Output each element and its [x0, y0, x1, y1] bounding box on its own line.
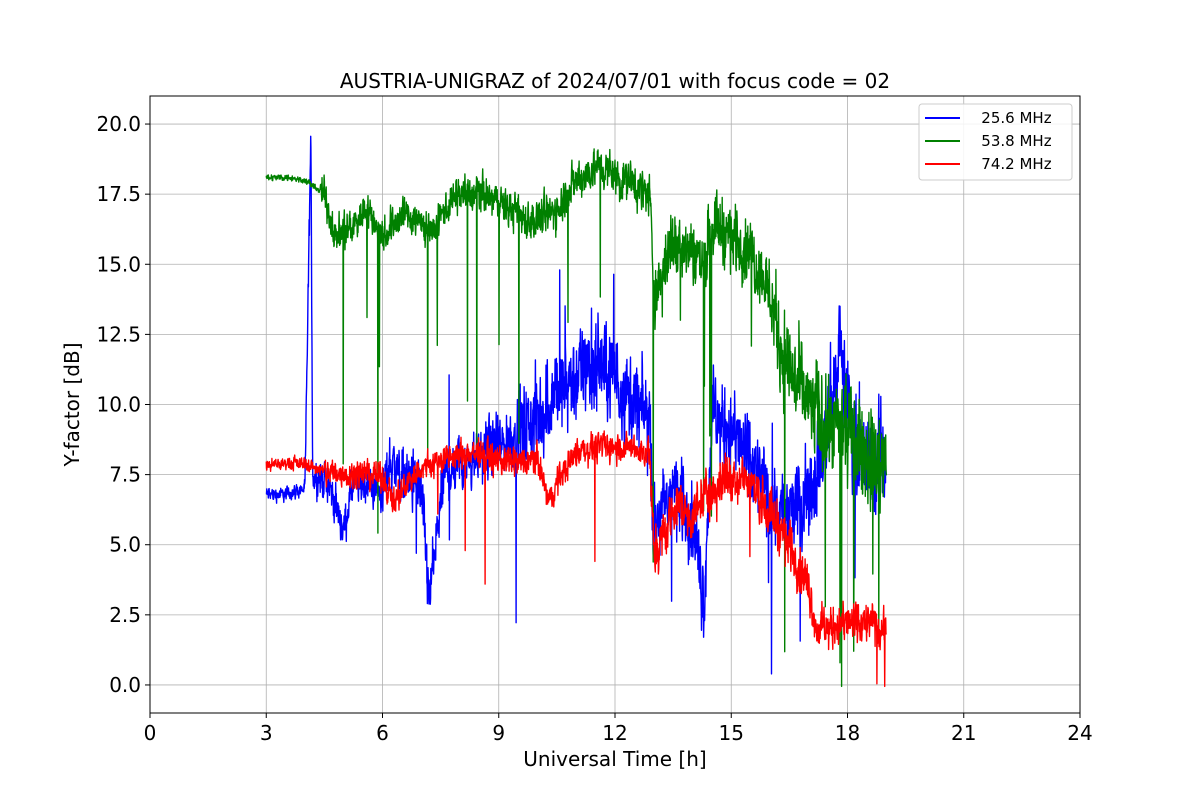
x-tick-label: 18: [835, 721, 860, 745]
y-axis-label: Y-factor [dB]: [60, 342, 84, 467]
x-tick-label: 15: [719, 721, 744, 745]
x-axis-label: Universal Time [h]: [523, 747, 706, 771]
y-tick-label: 10.0: [96, 393, 141, 417]
legend-label: 25.6 MHz: [967, 109, 1052, 127]
y-tick-label: 15.0: [96, 252, 141, 276]
y-tick-label: 0.0: [109, 673, 141, 697]
series-line: [265, 430, 887, 688]
x-tick-label: 9: [492, 721, 505, 745]
legend-label: 74.2 MHz: [967, 155, 1052, 173]
y-tick-label: 2.5: [109, 603, 141, 627]
x-tick-label: 21: [951, 721, 976, 745]
x-tick-label: 12: [602, 721, 627, 745]
legend-box: [918, 103, 1073, 181]
x-axis-ticks: 0 3 6 9 12 15 18 21 24: [144, 713, 1093, 745]
y-tick-label: 12.5: [96, 322, 141, 346]
x-tick-label: 24: [1067, 721, 1092, 745]
y-axis-ticks: 0.0 2.5 5.0 7.5 10.0 12.5 15.0 17.5 20.0: [96, 112, 150, 697]
x-tick-label: 3: [260, 721, 273, 745]
legend-label: 53.8 MHz: [967, 132, 1052, 150]
series-group: [265, 135, 887, 688]
series-line: [265, 148, 887, 688]
chart-title: AUSTRIA-UNIGRAZ of 2024/07/01 with focus…: [340, 69, 890, 93]
y-tick-label: 7.5: [109, 463, 141, 487]
y-tick-label: 17.5: [96, 182, 141, 206]
x-tick-label: 0: [144, 721, 157, 745]
y-tick-label: 5.0: [109, 533, 141, 557]
x-tick-label: 6: [376, 721, 389, 745]
grid: [149, 96, 1081, 713]
legend: 25.6 MHz 53.8 MHz 74.2 MHz: [918, 103, 1073, 181]
y-tick-label: 20.0: [96, 112, 141, 136]
